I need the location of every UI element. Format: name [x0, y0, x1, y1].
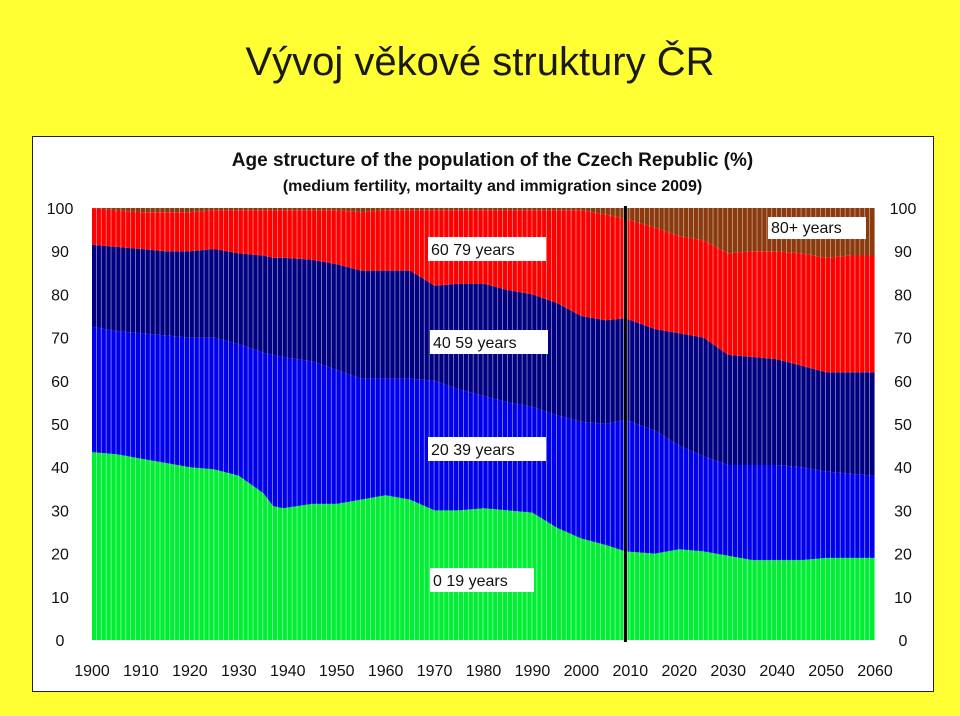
marker-line: [623, 206, 627, 642]
x-tick-label: 1910: [123, 663, 159, 680]
y-tick-label-right: 10: [894, 590, 912, 607]
y-tick-label-right: 80: [894, 287, 912, 304]
y-tick-label-left: 90: [51, 244, 69, 261]
chart-subtitle: (medium fertility, mortailty and immigra…: [282, 178, 703, 195]
series-label-box: [430, 568, 534, 592]
series-label: 60 79 years: [431, 242, 515, 259]
series-label-box: [428, 237, 546, 261]
y-tick-label-left: 40: [51, 460, 69, 477]
x-tick-label: 1960: [368, 663, 404, 680]
x-tick-label: 2030: [710, 663, 746, 680]
y-tick-label-right: 70: [894, 331, 912, 348]
series-label: 0 19 years: [433, 573, 508, 590]
x-tick-label: 1950: [319, 663, 355, 680]
y-tick-label-right: 40: [894, 460, 912, 477]
y-tick-label-right: 30: [894, 503, 912, 520]
x-tick-label: 2050: [808, 663, 844, 680]
series-area-2: [92, 244, 875, 476]
x-tick-label: 2060: [857, 663, 893, 680]
series-label-box: [430, 330, 548, 354]
series-label: 40 59 years: [433, 335, 517, 352]
x-tick-label: 1900: [74, 663, 110, 680]
y-tick-label-left: 100: [47, 201, 74, 218]
x-tick-label: 2010: [613, 663, 649, 680]
series-label: 80+ years: [771, 220, 842, 237]
x-tick-label: 1990: [515, 663, 551, 680]
y-tick-label-right: 0: [899, 633, 908, 650]
series-area-3: [92, 208, 875, 373]
x-tick-label: 1940: [270, 663, 306, 680]
x-tick-label: 1980: [466, 663, 502, 680]
x-tick-label: 1920: [172, 663, 208, 680]
y-tick-label-left: 0: [56, 633, 65, 650]
y-tick-label-right: 50: [894, 417, 912, 434]
series-area-4: [92, 208, 875, 258]
x-tick-label: 2000: [564, 663, 600, 680]
x-tick-label: 1970: [417, 663, 453, 680]
y-tick-label-left: 70: [51, 331, 69, 348]
chart-title: Age structure of the population of the C…: [231, 150, 754, 171]
y-tick-label-left: 60: [51, 374, 69, 391]
y-tick-label-left: 50: [51, 417, 69, 434]
series-label-box: [428, 437, 546, 461]
y-tick-label-right: 90: [894, 244, 912, 261]
x-tick-label: 1930: [221, 663, 257, 680]
series-label: 20 39 years: [431, 442, 515, 459]
series-label-box: [768, 217, 866, 239]
y-tick-label-left: 20: [51, 547, 69, 564]
y-tick-label-left: 80: [51, 287, 69, 304]
y-tick-label-left: 30: [51, 503, 69, 520]
series-area-0: [92, 452, 875, 640]
y-tick-label-right: 100: [890, 201, 917, 218]
x-tick-label: 2040: [759, 663, 795, 680]
y-tick-label-right: 20: [894, 547, 912, 564]
y-tick-label-right: 60: [894, 374, 912, 391]
page-title: Vývoj věkové struktury ČR: [245, 40, 715, 84]
y-tick-label-left: 10: [51, 590, 69, 607]
x-tick-label: 2020: [661, 663, 697, 680]
